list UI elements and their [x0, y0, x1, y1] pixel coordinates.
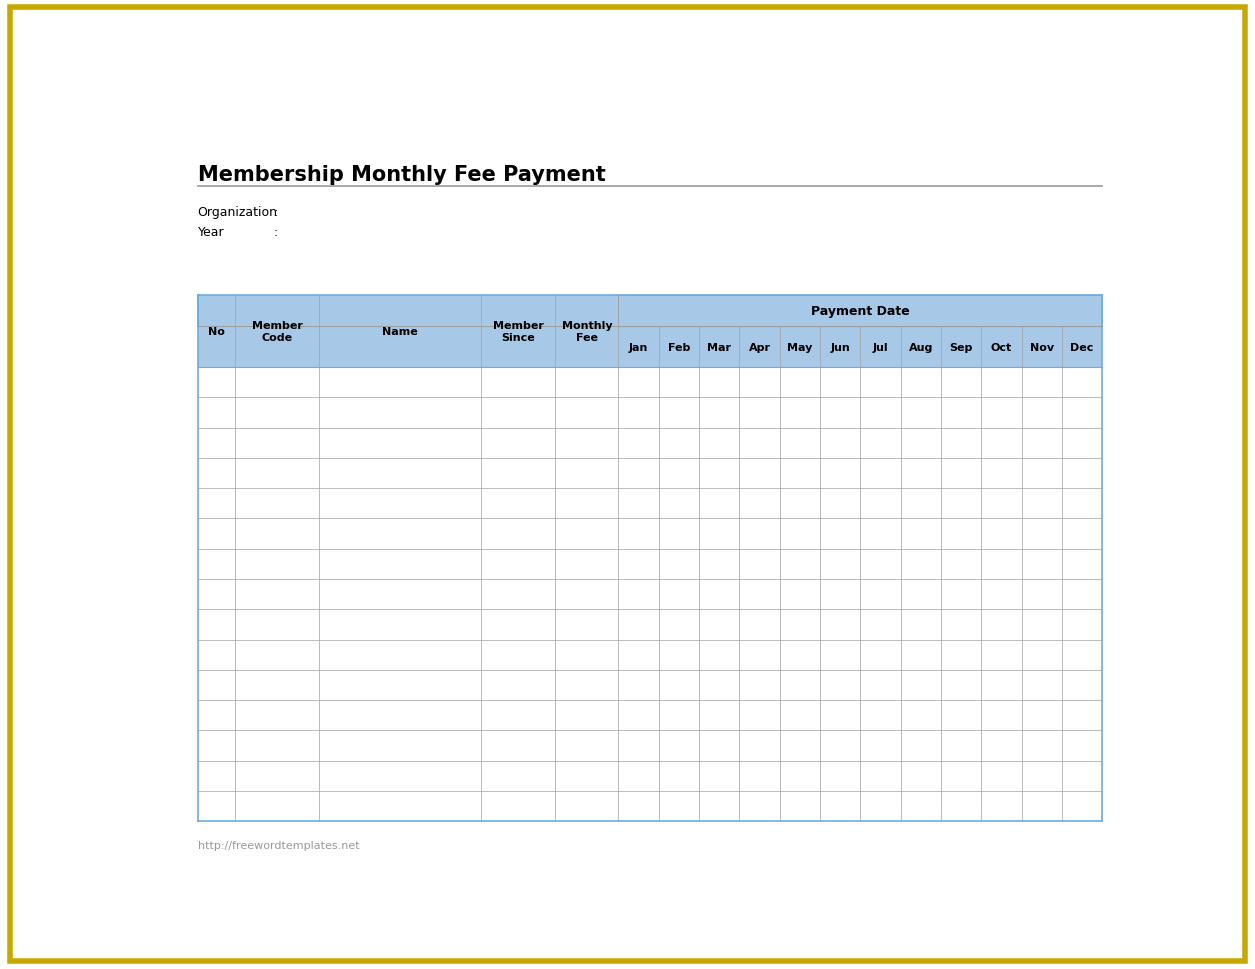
- Text: Feb: Feb: [668, 342, 690, 352]
- Text: Membership Monthly Fee Payment: Membership Monthly Fee Payment: [198, 165, 605, 185]
- Text: Apr: Apr: [748, 342, 771, 352]
- Text: Oct: Oct: [991, 342, 1012, 352]
- Text: http://freewordtemplates.net: http://freewordtemplates.net: [198, 840, 359, 850]
- Text: Dec: Dec: [1071, 342, 1094, 352]
- Text: :: :: [274, 226, 277, 239]
- Text: :: :: [274, 205, 277, 219]
- Text: Year: Year: [198, 226, 225, 239]
- Text: Jun: Jun: [831, 342, 850, 352]
- Text: Jan: Jan: [629, 342, 649, 352]
- Text: Name: Name: [382, 327, 418, 336]
- Bar: [198, 296, 1102, 367]
- Text: Organization: Organization: [198, 205, 277, 219]
- Text: Monthly
Fee: Monthly Fee: [561, 321, 612, 342]
- Text: Jul: Jul: [872, 342, 889, 352]
- Text: Sep: Sep: [950, 342, 973, 352]
- Text: Payment Date: Payment Date: [811, 304, 910, 318]
- Bar: [619, 296, 1102, 327]
- Text: Member
Code: Member Code: [251, 321, 302, 342]
- Text: No: No: [208, 327, 225, 336]
- Text: Mar: Mar: [708, 342, 732, 352]
- Text: Aug: Aug: [909, 342, 932, 352]
- Text: Nov: Nov: [1029, 342, 1054, 352]
- Text: May: May: [787, 342, 812, 352]
- Text: Member
Since: Member Since: [493, 321, 543, 342]
